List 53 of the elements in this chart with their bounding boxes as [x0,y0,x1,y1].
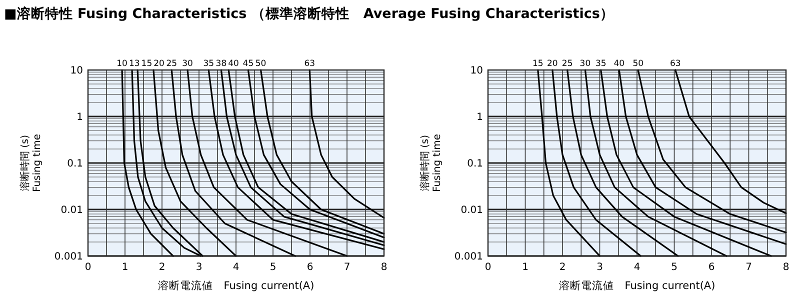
x-axis-title: 溶断電流値 Fusing current(A) [558,279,716,292]
y-axis-title: 溶断時間 (s) Fusing time [19,134,43,192]
y-tick-label: 0.01 [60,205,83,216]
x-tick-label: 8 [782,262,790,273]
x-tick-label: 1 [522,262,528,273]
series-label: 40 [228,59,239,69]
x-tick-label: 5 [671,262,678,273]
series-label: 40 [614,59,625,69]
y-axis-title: 溶断時間 (s) Fusing time [419,134,443,192]
y-tick-label: 10 [70,66,83,76]
x-axis-title: 溶断電流値 Fusing current(A) [158,279,314,292]
x-tick-label: 6 [306,262,314,273]
series-label: 38 [216,59,227,69]
x-tick-label: 3 [596,262,603,273]
y-tick-label: 0.1 [67,158,83,170]
series-label: 20 [547,59,558,69]
series-label: 15 [532,59,544,69]
y-tick-label: 10 [470,66,483,76]
x-tick-label: 0 [84,262,92,273]
y-tick-label: 0.01 [460,205,483,216]
series-label: 63 [670,59,681,69]
series-label: 50 [632,59,644,69]
series-label: 45 [242,59,254,69]
y-tick-label: 0.001 [454,252,483,262]
x-tick-label: 5 [270,262,276,273]
x-tick-label: 4 [232,262,240,273]
series-label: 50 [255,59,266,69]
y-tick-label: 0.001 [54,252,83,262]
series-label: 30 [182,59,193,69]
x-tick-label: 4 [634,262,640,273]
x-tick-label: 8 [380,262,388,273]
series-label: 63 [304,59,316,69]
y-tick-label: 1 [76,112,83,123]
x-tick-label: 3 [196,262,202,273]
series-label: 20 [154,59,164,69]
x-tick-label: 1 [122,262,128,273]
series-label: 25 [562,59,573,69]
x-tick-label: 7 [344,262,350,273]
x-tick-label: 7 [746,262,752,273]
series-label: 30 [580,59,591,69]
x-tick-label: 2 [559,262,566,273]
series-label: 35 [203,59,214,69]
series-label: 35 [595,59,606,69]
series-label: 25 [166,59,178,69]
series-label: 15 [141,59,152,69]
x-tick-label: 6 [708,262,715,273]
y-tick-label: 0.1 [467,158,483,170]
series-label: 10 [116,59,128,69]
y-tick-label: 1 [476,112,483,123]
chart-title: ■溶断特性 Fusing Characteristics （標準溶断特性 Average Fusing Characteristics） [4,5,614,22]
x-tick-label: 0 [484,262,492,273]
series-label: 13 [128,59,140,69]
x-tick-label: 2 [158,262,166,273]
